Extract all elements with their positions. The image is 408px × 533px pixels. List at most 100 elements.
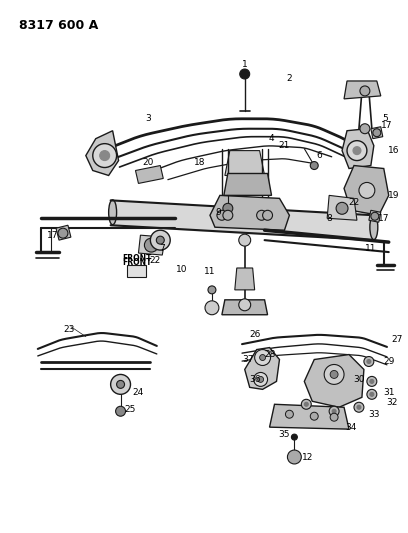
- Text: 22: 22: [348, 198, 359, 207]
- Polygon shape: [224, 173, 272, 196]
- Circle shape: [100, 151, 110, 160]
- Circle shape: [364, 357, 374, 367]
- Circle shape: [336, 203, 348, 214]
- Text: 17: 17: [381, 121, 392, 130]
- Circle shape: [347, 141, 367, 160]
- Circle shape: [370, 392, 374, 397]
- Polygon shape: [342, 129, 374, 168]
- Text: 7: 7: [160, 244, 165, 253]
- Text: 18: 18: [194, 158, 206, 167]
- Polygon shape: [304, 354, 364, 407]
- Circle shape: [117, 381, 124, 389]
- FancyBboxPatch shape: [126, 265, 146, 277]
- Polygon shape: [210, 196, 289, 230]
- Circle shape: [371, 212, 379, 220]
- Circle shape: [360, 124, 370, 134]
- Polygon shape: [135, 166, 163, 183]
- Text: 21: 21: [279, 141, 290, 150]
- Circle shape: [373, 129, 381, 136]
- Text: 4: 4: [269, 134, 274, 143]
- Text: 8: 8: [326, 214, 332, 223]
- Text: 3: 3: [146, 114, 151, 123]
- Polygon shape: [270, 404, 349, 429]
- Polygon shape: [225, 151, 264, 175]
- Circle shape: [263, 211, 273, 220]
- Circle shape: [367, 389, 377, 399]
- Circle shape: [240, 69, 250, 79]
- Circle shape: [223, 211, 233, 220]
- Text: 32: 32: [386, 398, 397, 407]
- Circle shape: [329, 406, 339, 416]
- Ellipse shape: [370, 215, 378, 240]
- Text: 35: 35: [279, 430, 290, 439]
- Circle shape: [367, 360, 371, 364]
- Polygon shape: [138, 235, 165, 255]
- Circle shape: [144, 238, 158, 252]
- Text: 12: 12: [302, 453, 313, 462]
- Text: 1: 1: [242, 60, 248, 69]
- Circle shape: [239, 299, 251, 311]
- Text: 20: 20: [143, 158, 154, 167]
- Text: 30: 30: [353, 375, 365, 384]
- Circle shape: [156, 236, 164, 244]
- Circle shape: [257, 376, 264, 382]
- Circle shape: [151, 230, 170, 250]
- Text: 36: 36: [249, 375, 260, 384]
- Polygon shape: [327, 196, 357, 220]
- Text: 33: 33: [368, 410, 379, 419]
- Circle shape: [332, 409, 336, 413]
- Circle shape: [324, 365, 344, 384]
- Circle shape: [111, 375, 131, 394]
- Circle shape: [259, 354, 266, 360]
- Polygon shape: [371, 127, 383, 139]
- Circle shape: [254, 373, 268, 386]
- Circle shape: [310, 412, 318, 420]
- Polygon shape: [86, 131, 119, 175]
- Polygon shape: [344, 166, 389, 215]
- Text: 11: 11: [204, 268, 216, 277]
- Circle shape: [304, 402, 308, 406]
- Text: 34: 34: [345, 423, 357, 432]
- Circle shape: [354, 402, 364, 412]
- Text: 25: 25: [125, 405, 136, 414]
- Circle shape: [239, 234, 251, 246]
- Text: 26: 26: [249, 330, 260, 339]
- Text: 8317 600 A: 8317 600 A: [19, 19, 98, 33]
- Polygon shape: [222, 300, 268, 315]
- Circle shape: [360, 86, 370, 96]
- Circle shape: [217, 211, 227, 220]
- Text: 27: 27: [391, 335, 402, 344]
- Polygon shape: [344, 81, 381, 99]
- Circle shape: [370, 379, 374, 383]
- Circle shape: [367, 376, 377, 386]
- Text: 22: 22: [150, 255, 161, 264]
- Text: 29: 29: [383, 357, 395, 366]
- Circle shape: [357, 405, 361, 409]
- Text: 23: 23: [63, 325, 75, 334]
- Polygon shape: [235, 268, 255, 290]
- Circle shape: [208, 286, 216, 294]
- Text: 10: 10: [176, 265, 188, 274]
- Circle shape: [115, 406, 126, 416]
- Circle shape: [287, 450, 302, 464]
- Text: FRONT: FRONT: [123, 257, 152, 266]
- Polygon shape: [369, 211, 381, 222]
- Text: 19: 19: [388, 191, 399, 200]
- Text: FRONT: FRONT: [123, 254, 152, 263]
- Text: 2: 2: [286, 75, 292, 84]
- Text: 37: 37: [242, 355, 253, 364]
- Text: 17: 17: [378, 214, 390, 223]
- Text: 5: 5: [382, 114, 388, 123]
- Circle shape: [330, 370, 338, 378]
- Text: 16: 16: [388, 146, 399, 155]
- Text: 28: 28: [264, 350, 275, 359]
- Circle shape: [359, 182, 375, 198]
- Circle shape: [286, 410, 293, 418]
- Text: 11: 11: [365, 244, 377, 253]
- Polygon shape: [245, 348, 279, 389]
- Circle shape: [310, 161, 318, 169]
- Text: 17: 17: [47, 231, 59, 240]
- Circle shape: [255, 350, 271, 366]
- Circle shape: [330, 413, 338, 421]
- Text: 31: 31: [383, 388, 395, 397]
